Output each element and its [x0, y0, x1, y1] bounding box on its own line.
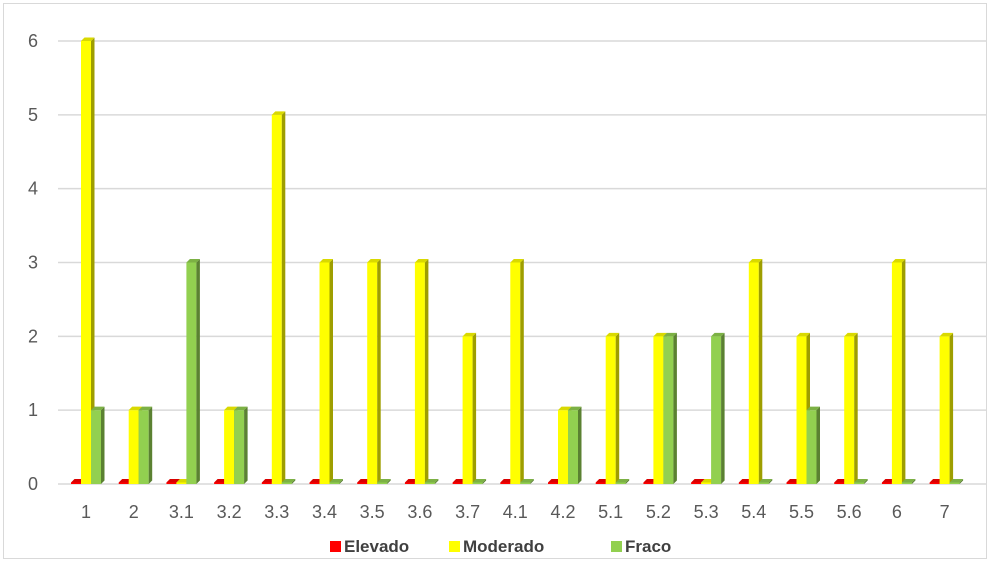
legend-item-moderado: Moderado [449, 537, 544, 556]
x-tick-label: 5.4 [741, 502, 766, 522]
bar-fraco-3.1 [186, 259, 200, 484]
x-tick-label: 3.2 [217, 502, 242, 522]
x-tick-label: 7 [940, 502, 950, 522]
bars [71, 37, 964, 484]
bar-moderado-3.6 [414, 259, 429, 484]
y-tick-label: 6 [28, 31, 38, 51]
x-tick-label: 3.6 [407, 502, 432, 522]
y-tick-label: 2 [28, 326, 38, 346]
chart-frame [3, 3, 987, 559]
y-tick-label: 5 [28, 105, 38, 125]
legend: Elevado Moderado Fraco [330, 537, 671, 556]
bar-fraco-2 [138, 406, 153, 484]
bar-moderado-5.6 [844, 332, 858, 484]
bar-moderado-3.5 [367, 259, 381, 484]
legend-label: Moderado [463, 537, 544, 556]
bar-fraco-3.2 [234, 406, 248, 484]
bar-fraco-1 [91, 406, 105, 484]
x-tick-label: 5.6 [837, 502, 862, 522]
bar-fraco-3.5 [377, 479, 391, 484]
x-tick-label: 5.5 [789, 502, 814, 522]
x-tick-label: 2 [129, 502, 139, 522]
bar-fraco-3.7 [472, 479, 487, 484]
bar-fraco-7 [949, 479, 964, 484]
x-tick-label: 4.2 [550, 502, 575, 522]
legend-swatch [449, 541, 460, 552]
x-tick-label: 5.3 [694, 502, 719, 522]
y-tick-label: 3 [28, 253, 38, 273]
bar-fraco-3.3 [281, 479, 296, 484]
gridlines [58, 40, 986, 485]
legend-item-fraco: Fraco [611, 537, 671, 556]
bar-fraco-6 [901, 479, 916, 484]
bar-moderado-4.1 [510, 259, 524, 484]
x-tick-label: 5.1 [598, 502, 623, 522]
bar-moderado-3.4 [319, 259, 333, 484]
x-tick-label: 6 [892, 502, 902, 522]
bar-moderado-3.7 [462, 332, 477, 484]
x-tick-label: 4.1 [503, 502, 528, 522]
y-axis-ticks: 0 1 2 3 4 5 6 [28, 31, 38, 494]
bar-fraco-3.6 [424, 479, 439, 484]
bar-moderado-6 [891, 259, 906, 484]
x-tick-label: 1 [81, 502, 91, 522]
bar-moderado-3.3 [271, 111, 286, 484]
bar-fraco-5.5 [806, 406, 820, 484]
x-tick-label: 5.2 [646, 502, 671, 522]
bar-fraco-4.1 [520, 479, 534, 484]
bar-moderado-7 [939, 332, 954, 484]
legend-swatch [611, 541, 622, 552]
legend-swatch [330, 541, 341, 552]
bar-fraco-5.3 [711, 332, 725, 484]
bar-fraco-4.2 [568, 406, 582, 484]
x-tick-label: 3.5 [360, 502, 385, 522]
x-axis-ticks: 1 2 3.1 3.2 3.3 3.4 3.5 3.6 3.7 4.1 4.2 5.1 5.2 5.3 5.… [81, 502, 950, 522]
legend-item-elevado: Elevado [330, 537, 409, 556]
legend-label: Elevado [344, 537, 409, 556]
bar-fraco-5.6 [854, 479, 868, 484]
bar-moderado-5.1 [605, 332, 620, 484]
bar-fraco-5.2 [663, 332, 677, 484]
bar-fraco-5.1 [615, 479, 630, 484]
bar-moderado-5.4 [748, 259, 763, 484]
y-tick-label: 0 [28, 474, 38, 494]
y-tick-label: 1 [28, 400, 38, 420]
y-tick-label: 4 [28, 179, 38, 199]
legend-label: Fraco [625, 537, 671, 556]
bar-fraco-5.4 [758, 479, 773, 484]
bar-moderado-1 [81, 37, 95, 484]
bar-fraco-3.4 [329, 479, 343, 484]
x-tick-label: 3.7 [455, 502, 480, 522]
x-tick-label: 3.3 [264, 502, 289, 522]
x-tick-label: 3.1 [169, 502, 194, 522]
x-tick-label: 3.4 [312, 502, 337, 522]
